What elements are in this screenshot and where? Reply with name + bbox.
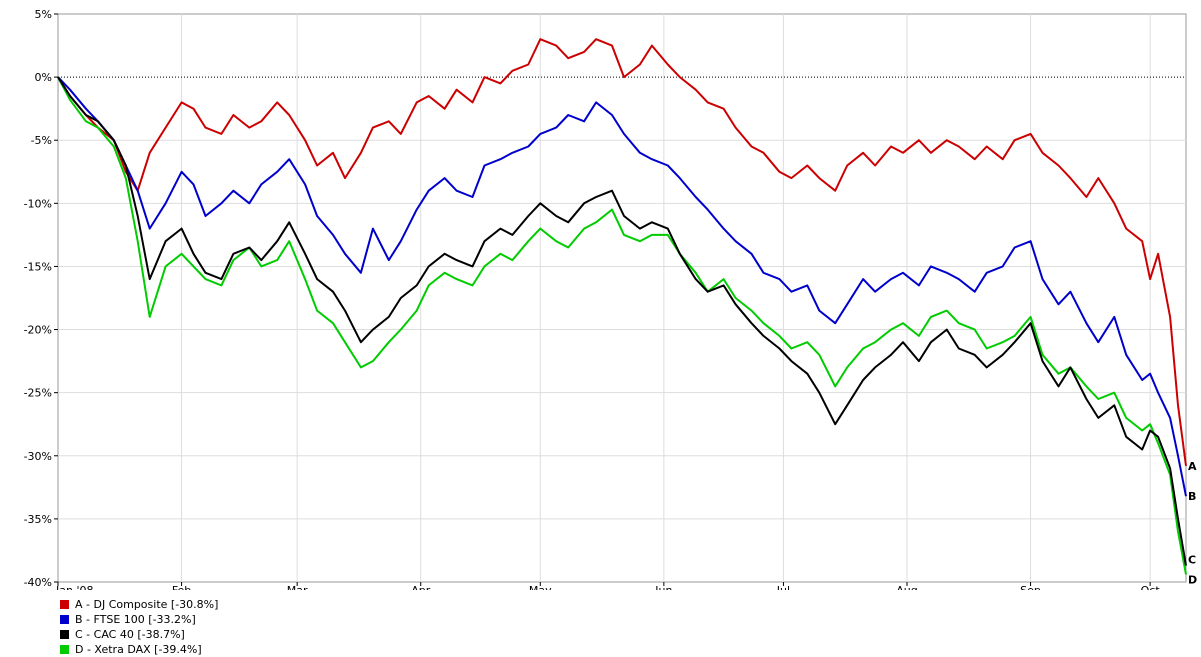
x-tick-label: Apr <box>411 584 431 590</box>
series-end-labels: A B CD <box>1188 460 1197 587</box>
x-tick-label: Mar <box>287 584 308 590</box>
series-layer <box>57 38 1187 575</box>
y-tick-label: -20% <box>24 324 52 337</box>
y-gridlines <box>54 13 1186 583</box>
y-tick-label: -30% <box>24 450 52 463</box>
series-line-c <box>57 76 1187 566</box>
x-tick-label: Jan '08 <box>55 584 93 590</box>
legend-label: C - CAC 40 [-38.7%] <box>75 628 185 641</box>
x-tick-label: Oct <box>1141 584 1161 590</box>
legend-swatch <box>60 600 69 609</box>
x-tick-label: Jun <box>654 584 672 590</box>
series-line-b <box>57 76 1187 497</box>
y-tick-label: -35% <box>24 513 52 526</box>
legend-swatch <box>60 630 69 639</box>
legend-item: B - FTSE 100 [-33.2%] <box>60 612 218 627</box>
series-end-label-c: C <box>1188 554 1196 567</box>
x-tick-label: Aug <box>896 584 917 590</box>
y-tick-label: 5% <box>35 8 52 21</box>
x-tick-label: Sep <box>1020 584 1041 590</box>
series-end-label-a: A <box>1188 460 1197 473</box>
plot-area <box>57 13 1187 583</box>
series-end-label-b: B <box>1188 490 1196 503</box>
legend-item: C - CAC 40 [-38.7%] <box>60 627 218 642</box>
legend-item: A - DJ Composite [-30.8%] <box>60 597 218 612</box>
legend-swatch <box>60 615 69 624</box>
legend-label: B - FTSE 100 [-33.2%] <box>75 613 196 626</box>
y-axis-labels: 5% 0% -5% -10% -15% -20% -25% -30% -35% -40% <box>24 8 52 589</box>
y-tick-label: -10% <box>24 197 52 210</box>
y-tick-label: 0% <box>35 71 52 84</box>
legend-item: D - Xetra DAX [-39.4%] <box>60 642 218 657</box>
y-tick-label: -15% <box>24 260 52 273</box>
y-tick-label: -40% <box>24 576 52 589</box>
legend: A - DJ Composite [-30.8%] B - FTSE 100 [-… <box>60 597 218 657</box>
x-tick-label: May <box>529 584 552 590</box>
legend-swatch <box>60 645 69 654</box>
y-tick-label: -25% <box>24 387 52 400</box>
x-gridlines <box>57 14 1151 586</box>
x-tick-label: Feb <box>172 584 191 590</box>
series-end-label-d: D <box>1188 573 1197 586</box>
line-chart: 5% 0% -5% -10% -15% -20% -25% -30% -35% -40% Jan … <box>24 8 1198 590</box>
x-tick-label: Jul <box>776 584 790 590</box>
y-tick-label: -5% <box>31 134 52 147</box>
legend-label: A - DJ Composite [-30.8%] <box>75 598 219 611</box>
series-line-a <box>57 38 1187 467</box>
x-axis-labels: Jan '08 Feb Mar Apr May Jun Jul Aug Sep Oct <box>55 584 1160 590</box>
